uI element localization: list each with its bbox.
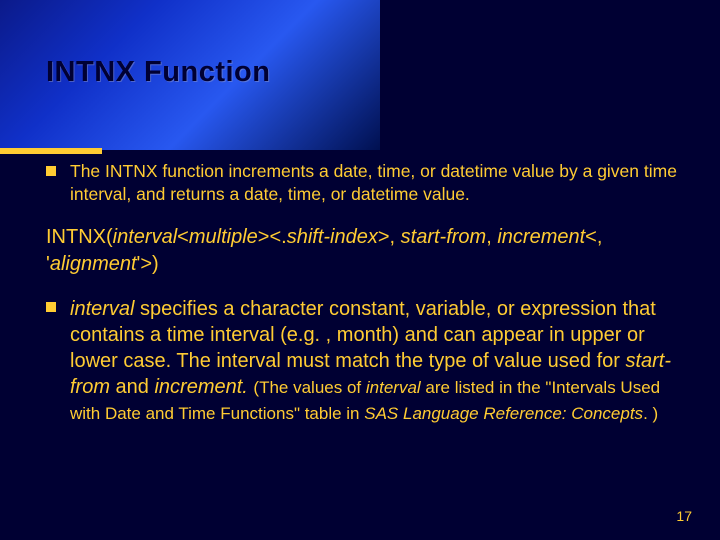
bullet-item-1: The INTNX function increments a date, ti… [46,160,690,206]
syntax-interval: interval [113,226,177,248]
b2-note-interval: interval [366,378,421,397]
b2-increment: increment. [154,376,253,398]
b2-and: and [110,376,154,398]
b2-note-close: . ) [643,404,658,423]
b2-interval: interval [70,298,134,320]
b2-text1: specifies a character constant, variable… [70,298,656,372]
bullet-square-icon [46,166,56,176]
syntax-shift-close: >, [378,226,401,248]
syntax-line: INTNX(interval<multiple><.shift-index>, … [46,224,690,278]
syntax-mult-close: > [258,226,270,248]
syntax-multiple: multiple [189,226,258,248]
syntax-shift-open: <. [269,226,286,248]
yellow-accent-bar [0,148,102,154]
syntax-fn-open: INTNX( [46,226,113,248]
slide-content: The INTNX function increments a date, ti… [46,160,690,444]
slide-title: INTNX Function [46,56,270,89]
syntax-align-close: '>) [137,253,159,275]
bullet-2-text: interval specifies a character constant,… [70,296,690,426]
syntax-increment: increment [497,226,585,248]
syntax-alignment: alignment [50,253,137,275]
syntax-comma: , [486,226,497,248]
syntax-startfrom: start-from [401,226,487,248]
page-number: 17 [676,508,692,524]
b2-note-ref: SAS Language Reference: Concepts [364,404,643,423]
bullet-square-icon [46,302,56,312]
bullet-item-2: interval specifies a character constant,… [46,296,690,426]
syntax-shift: shift-index [287,226,378,248]
b2-note-open: (The values of [253,378,365,397]
bullet-1-text: The INTNX function increments a date, ti… [70,160,690,206]
syntax-mult-open: < [177,226,189,248]
